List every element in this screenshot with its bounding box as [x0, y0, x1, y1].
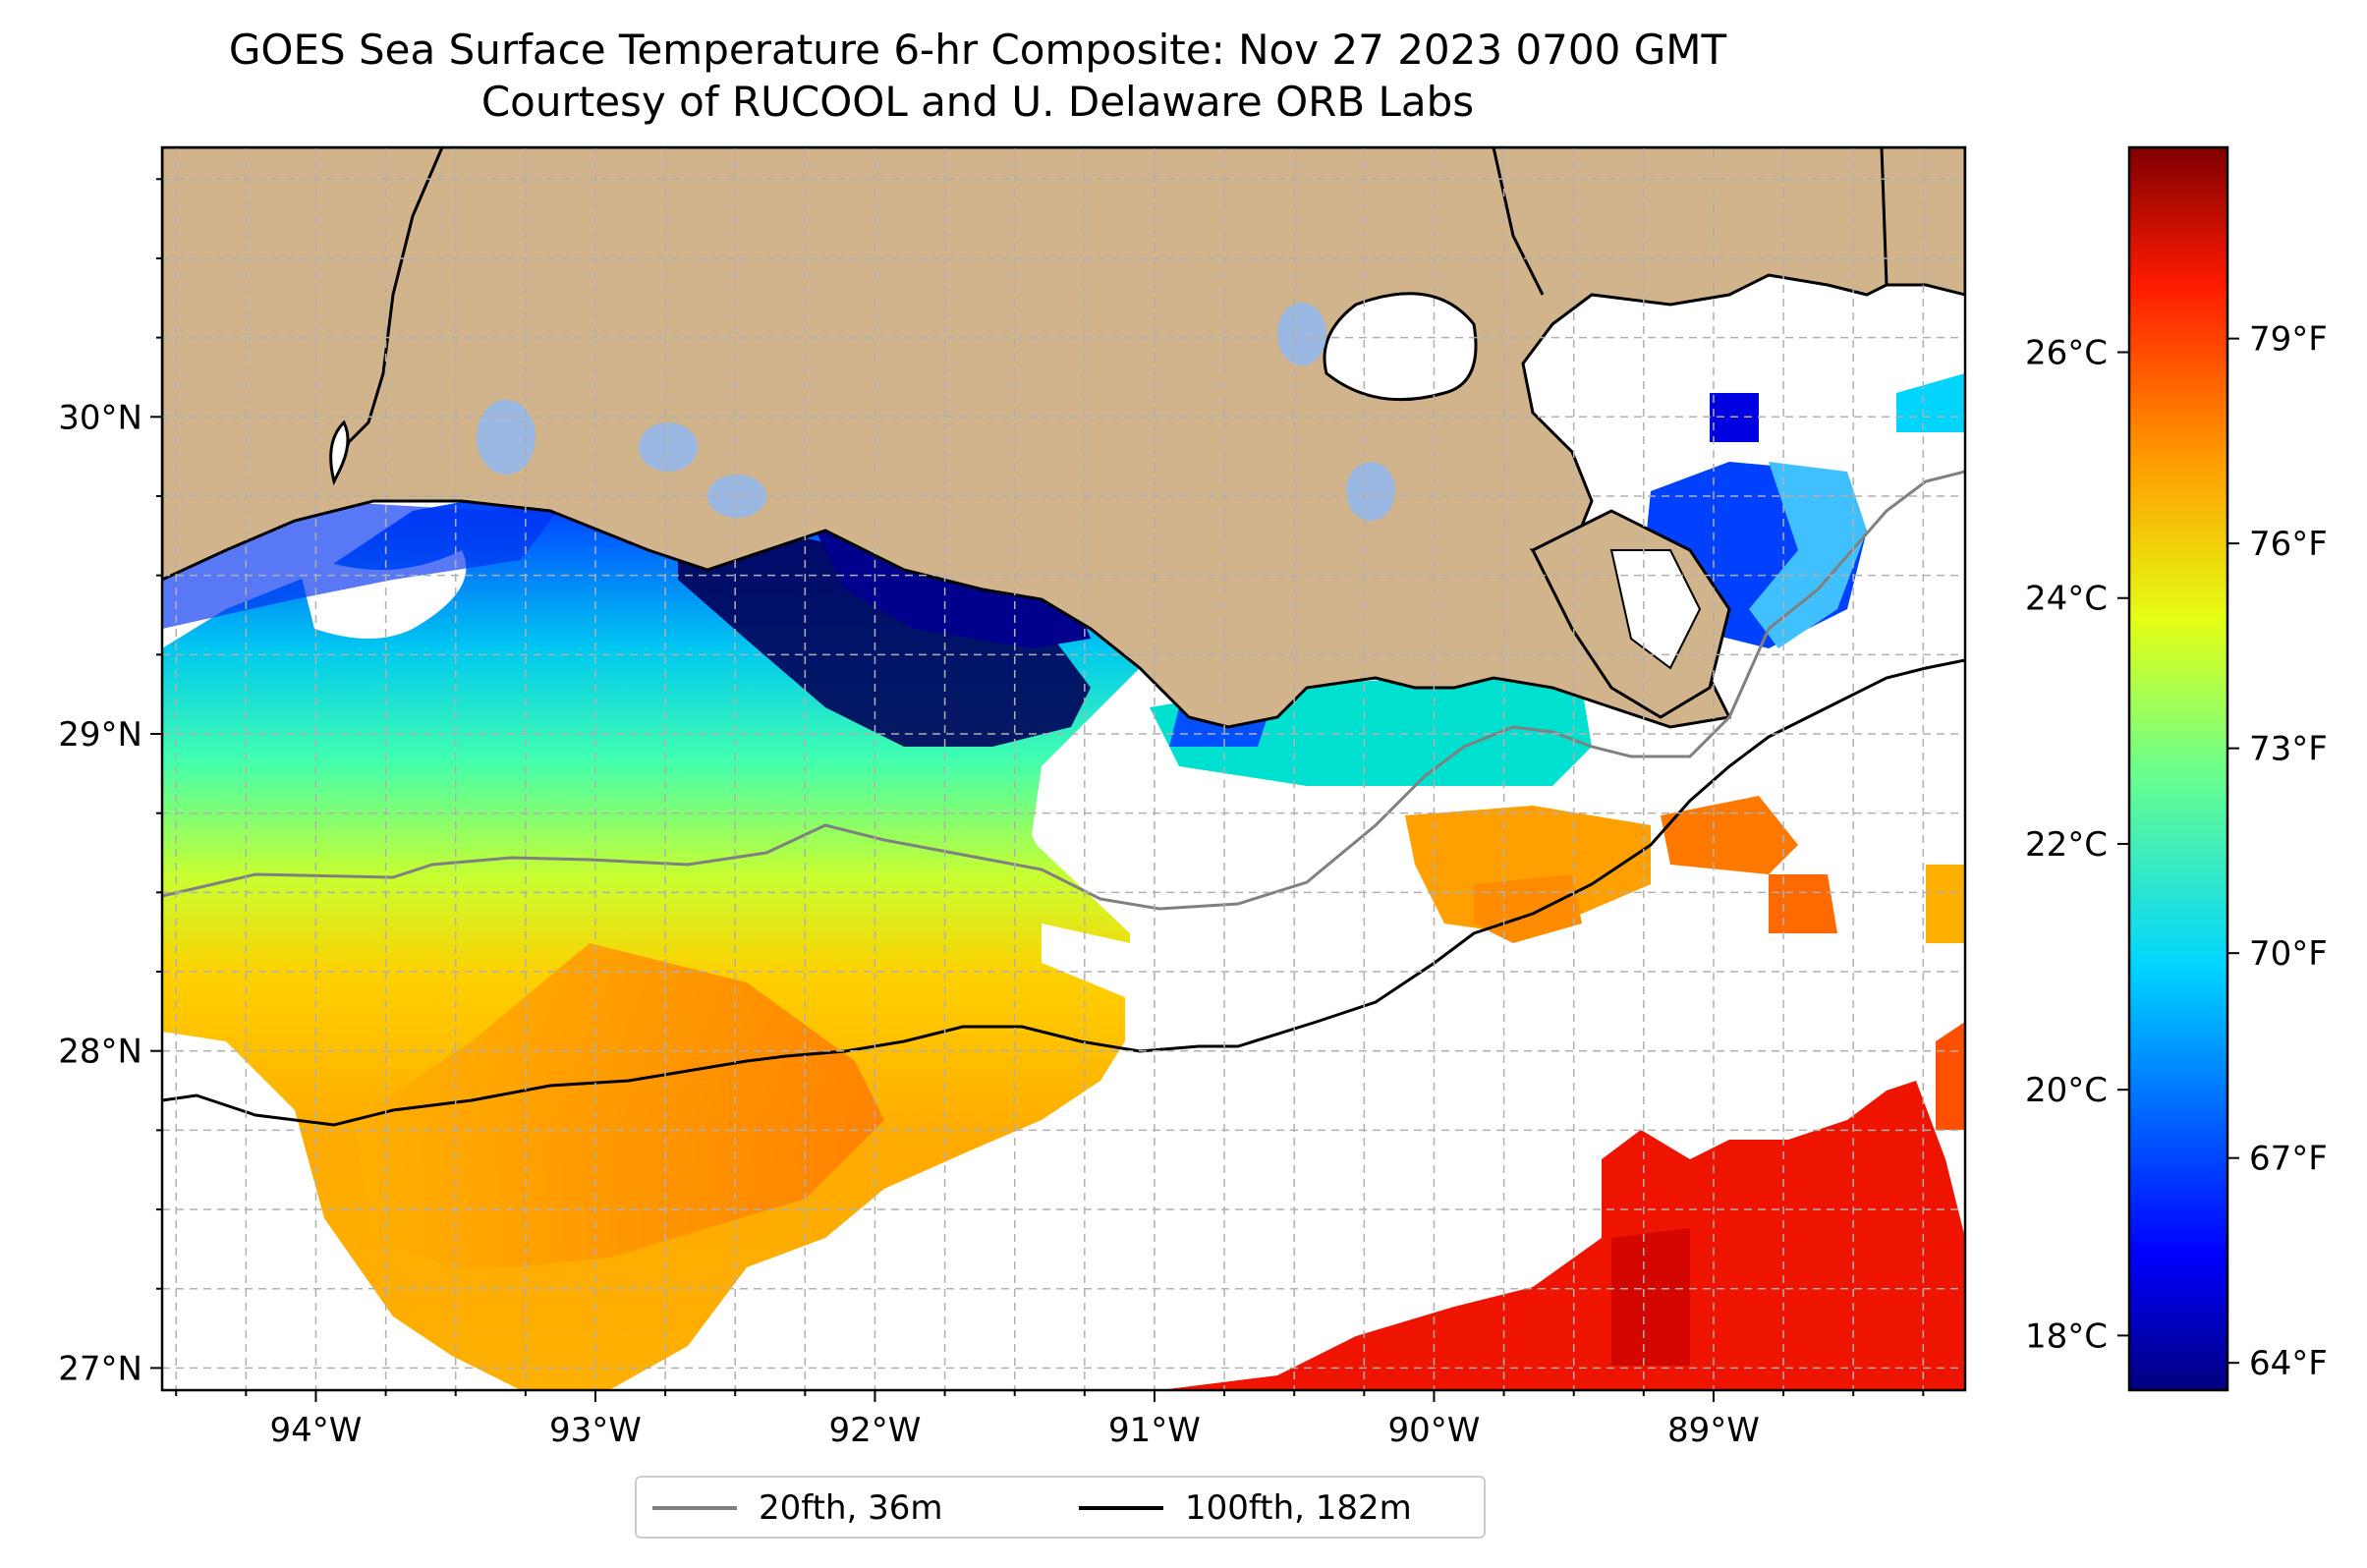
- legend-swatch-100fth: [1079, 1506, 1163, 1510]
- map-gridlines: [162, 147, 1965, 1390]
- colorbar-frame: [2127, 145, 2229, 1392]
- legend-label-100fth: 100fth, 182m: [1185, 1488, 1412, 1528]
- grand-lake: [639, 422, 698, 472]
- colorbar-f-label: 70°F: [2249, 934, 2328, 974]
- longitude-axis: 94°W 93°W 92°W 91°W 90°W 89°W: [175, 1390, 1925, 1450]
- x-tick-label: 90°W: [1388, 1411, 1481, 1450]
- lake-maurepas: [1277, 303, 1326, 365]
- map-title: GOES Sea Surface Temperature 6-hr Compos…: [228, 26, 1727, 74]
- white-lake: [707, 475, 766, 518]
- sst-patch-east: [1661, 796, 1798, 874]
- colorbar-c-label: 20°C: [2025, 1071, 2108, 1110]
- colorbar-fahrenheit-ticks: 64°F 67°F 70°F 73°F 76°F 79°F: [2227, 320, 2328, 1383]
- latitude-axis: 30°N 29°N 28°N 27°N: [58, 178, 162, 1388]
- sst-warmest-core: [1611, 1228, 1690, 1366]
- y-tick-label: 30°N: [58, 398, 142, 437]
- colorbar-f-label: 67°F: [2249, 1140, 2328, 1179]
- map-area: [162, 147, 1965, 1390]
- ms-al-border: [1880, 147, 1888, 286]
- x-tick-label: 89°W: [1667, 1411, 1760, 1450]
- sst-warm-delta-2: [1474, 874, 1582, 943]
- isobath-legend: 20fth, 36m 100fth, 182m: [635, 1476, 1486, 1539]
- y-tick-label: 27°N: [58, 1349, 142, 1388]
- legend-label-20fth: 20fth, 36m: [759, 1488, 943, 1528]
- inland-lakes: [477, 303, 1395, 521]
- colorbar-f-label: 76°F: [2249, 525, 2328, 564]
- sst-warm-delta: [1405, 806, 1651, 933]
- sst-patch-east-2: [1769, 874, 1837, 933]
- map-frame: [160, 145, 1967, 1392]
- colorbar-c-label: 18°C: [2025, 1316, 2108, 1356]
- sst-field: [162, 373, 1965, 1390]
- lake-salvador: [1346, 462, 1395, 521]
- colorbar-c-label: 24°C: [2025, 580, 2108, 619]
- y-tick-label: 29°N: [58, 715, 142, 755]
- legend-swatch-20fth: [652, 1506, 737, 1510]
- sst-patch-far-east-2: [1936, 1022, 1965, 1130]
- land-mass: [162, 147, 1965, 729]
- sst-patch-far-east: [1926, 865, 1965, 943]
- delta-water: [1609, 549, 1702, 670]
- legend-item-100fth: 100fth, 182m: [1079, 1485, 1412, 1531]
- colorbar-c-label: 22°C: [2025, 825, 2108, 865]
- lake-pontchartrain: [1323, 292, 1478, 402]
- x-tick-label: 93°W: [549, 1411, 642, 1450]
- colorbar-f-label: 73°F: [2249, 730, 2328, 769]
- x-tick-label: 94°W: [270, 1411, 363, 1450]
- colorbar-f-label: 64°F: [2249, 1344, 2328, 1383]
- sst-cool-chandeleur: [1749, 462, 1867, 648]
- sabine-lake: [329, 420, 350, 486]
- y-tick-label: 28°N: [58, 1033, 142, 1072]
- pearl-river-border: [1492, 147, 1545, 296]
- sst-warm-offshore: [354, 943, 884, 1267]
- x-tick-label: 92°W: [829, 1411, 922, 1450]
- lake-calcasieu: [477, 400, 535, 475]
- sst-cool-barataria: [1150, 648, 1592, 786]
- colorbar-celsius-ticks: 18°C 20°C 22°C 24°C 26°C: [2025, 334, 2129, 1356]
- isobath-20fth: [162, 470, 1965, 911]
- colorbar-f-label: 79°F: [2249, 320, 2328, 360]
- x-tick-label: 91°W: [1108, 1411, 1201, 1450]
- sst-cold-vermilion-bay: [678, 501, 1091, 747]
- map-subtitle: Courtesy of RUCOOL and U. Delaware ORB L…: [480, 78, 1475, 126]
- legend-item-20fth: 20fth, 36m: [652, 1485, 943, 1531]
- colorbar-gradient: [2129, 147, 2227, 1390]
- colorbar-c-label: 26°C: [2025, 334, 2108, 373]
- sst-warm-loop-current: [1159, 1081, 1965, 1390]
